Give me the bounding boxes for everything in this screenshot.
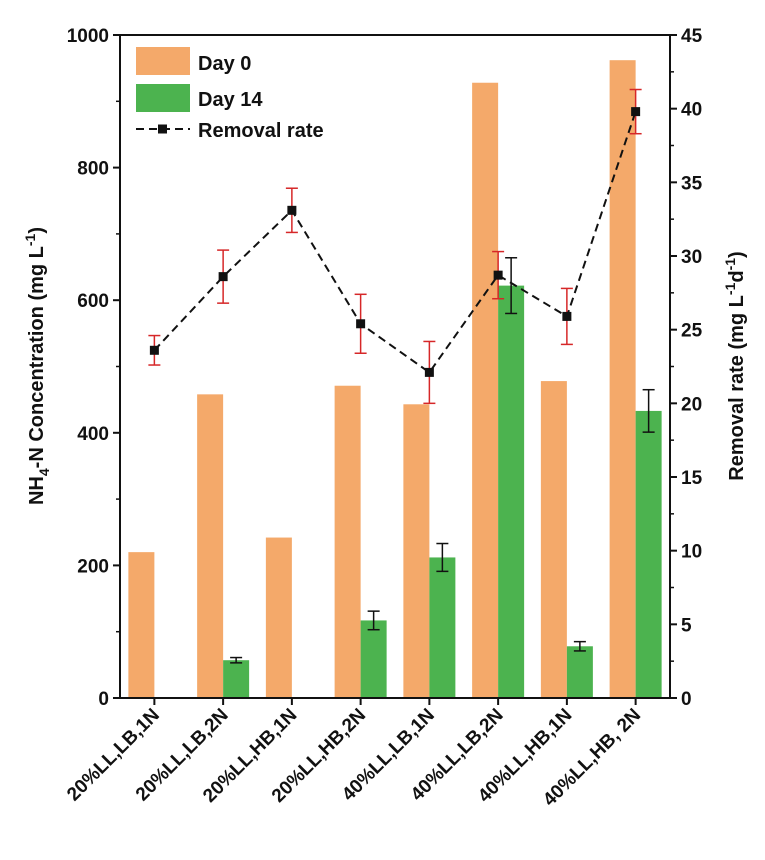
errorbar-day-14-4 bbox=[367, 610, 380, 631]
right-tick-label-15: 15 bbox=[681, 468, 703, 489]
removal-rate-line bbox=[153, 111, 637, 374]
left-axis-title-subscript: 4 bbox=[36, 468, 52, 476]
legend-label-day-14: Day 14 bbox=[198, 89, 263, 111]
errorbar-day-14-8 bbox=[642, 388, 655, 433]
bars-layer bbox=[128, 60, 662, 699]
right-tick-label-5: 5 bbox=[681, 615, 692, 636]
removal-rate-point-7 bbox=[562, 311, 572, 321]
left-y-axis: 0 200 400 600 800 1000 bbox=[67, 26, 120, 710]
right-axis-title-mid: d bbox=[726, 270, 748, 282]
errorbar-day-14-2 bbox=[230, 656, 243, 664]
bar-day-14-2 bbox=[223, 660, 250, 698]
left-tick-label-400: 400 bbox=[77, 424, 109, 445]
right-axis-title-superscript-1: -1 bbox=[722, 282, 738, 295]
right-y-axis: 0 5 10 15 20 25 30 35 40 45 bbox=[670, 26, 703, 710]
bar-day-0-7 bbox=[540, 381, 567, 698]
errorbar-day-14-6 bbox=[505, 257, 518, 315]
left-axis-title-end: ) bbox=[26, 227, 48, 234]
bar-day-0-5 bbox=[403, 404, 430, 698]
right-tick-label-35: 35 bbox=[681, 173, 703, 194]
legend-swatch-day-14 bbox=[136, 84, 190, 112]
legend-marker-removal-rate bbox=[158, 124, 167, 134]
left-tick-label-1000: 1000 bbox=[67, 26, 109, 47]
bar-day-0-4 bbox=[334, 385, 361, 698]
right-tick-label-40: 40 bbox=[681, 100, 702, 121]
removal-rate-line-layer bbox=[148, 88, 642, 405]
bar-day-14-5 bbox=[429, 557, 456, 698]
bar-day-0-8 bbox=[609, 60, 636, 699]
right-tick-label-10: 10 bbox=[681, 542, 702, 563]
legend-label-removal-rate: Removal rate bbox=[198, 120, 324, 142]
removal-rate-point-2 bbox=[218, 272, 228, 282]
removal-rate-point-6 bbox=[493, 270, 503, 280]
left-axis-title-rest: -N Concentration (mg L bbox=[26, 246, 48, 468]
bar-day-0-1 bbox=[128, 552, 155, 698]
right-axis-title-superscript-2: -1 bbox=[722, 258, 738, 271]
errorbar-day-14-5 bbox=[436, 542, 449, 573]
bar-day-14-4 bbox=[360, 620, 387, 698]
removal-rate-point-1 bbox=[149, 345, 159, 355]
bar-day-14-6 bbox=[498, 285, 525, 698]
right-tick-label-45: 45 bbox=[681, 26, 703, 47]
bar-day-14-8 bbox=[635, 410, 662, 698]
removal-rate-point-8 bbox=[631, 107, 641, 117]
left-axis-title-main: NH bbox=[26, 476, 48, 505]
right-tick-label-20: 20 bbox=[681, 394, 702, 415]
right-axis-title: Removal rate (mg L-1d-1) bbox=[722, 251, 748, 480]
legend-swatch-day-0 bbox=[136, 47, 190, 75]
errorbar-day-14-7 bbox=[573, 640, 586, 652]
bar-day-0-6 bbox=[472, 82, 499, 698]
x-axis: 20%LL,LB,1N20%LL,LB,2N20%LL,HB,1N20%LL,H… bbox=[63, 698, 645, 811]
right-axis-title-main: Removal rate (mg L bbox=[726, 295, 748, 481]
removal-rate-point-5 bbox=[424, 367, 434, 377]
left-axis-title: NH4-N Concentration (mg L-1) bbox=[22, 227, 52, 505]
bar-day-0-3 bbox=[265, 537, 292, 698]
right-axis-title-end: ) bbox=[726, 251, 748, 258]
right-tick-label-25: 25 bbox=[681, 321, 703, 342]
left-tick-label-800: 800 bbox=[77, 159, 109, 180]
bar-day-0-2 bbox=[197, 394, 224, 698]
left-tick-label-0: 0 bbox=[98, 689, 109, 710]
right-tick-label-0: 0 bbox=[681, 689, 692, 710]
legend-label-day-0: Day 0 bbox=[198, 53, 251, 75]
removal-rate-point-3 bbox=[287, 205, 297, 215]
bar-day-14-7 bbox=[566, 646, 593, 698]
left-axis-title-superscript: -1 bbox=[22, 233, 38, 246]
left-tick-label-200: 200 bbox=[77, 556, 109, 577]
right-tick-label-30: 30 bbox=[681, 247, 702, 268]
legend: Day 0 Day 14 Removal rate bbox=[136, 47, 324, 142]
removal-rate-point-4 bbox=[356, 319, 366, 329]
left-tick-label-600: 600 bbox=[77, 291, 109, 312]
